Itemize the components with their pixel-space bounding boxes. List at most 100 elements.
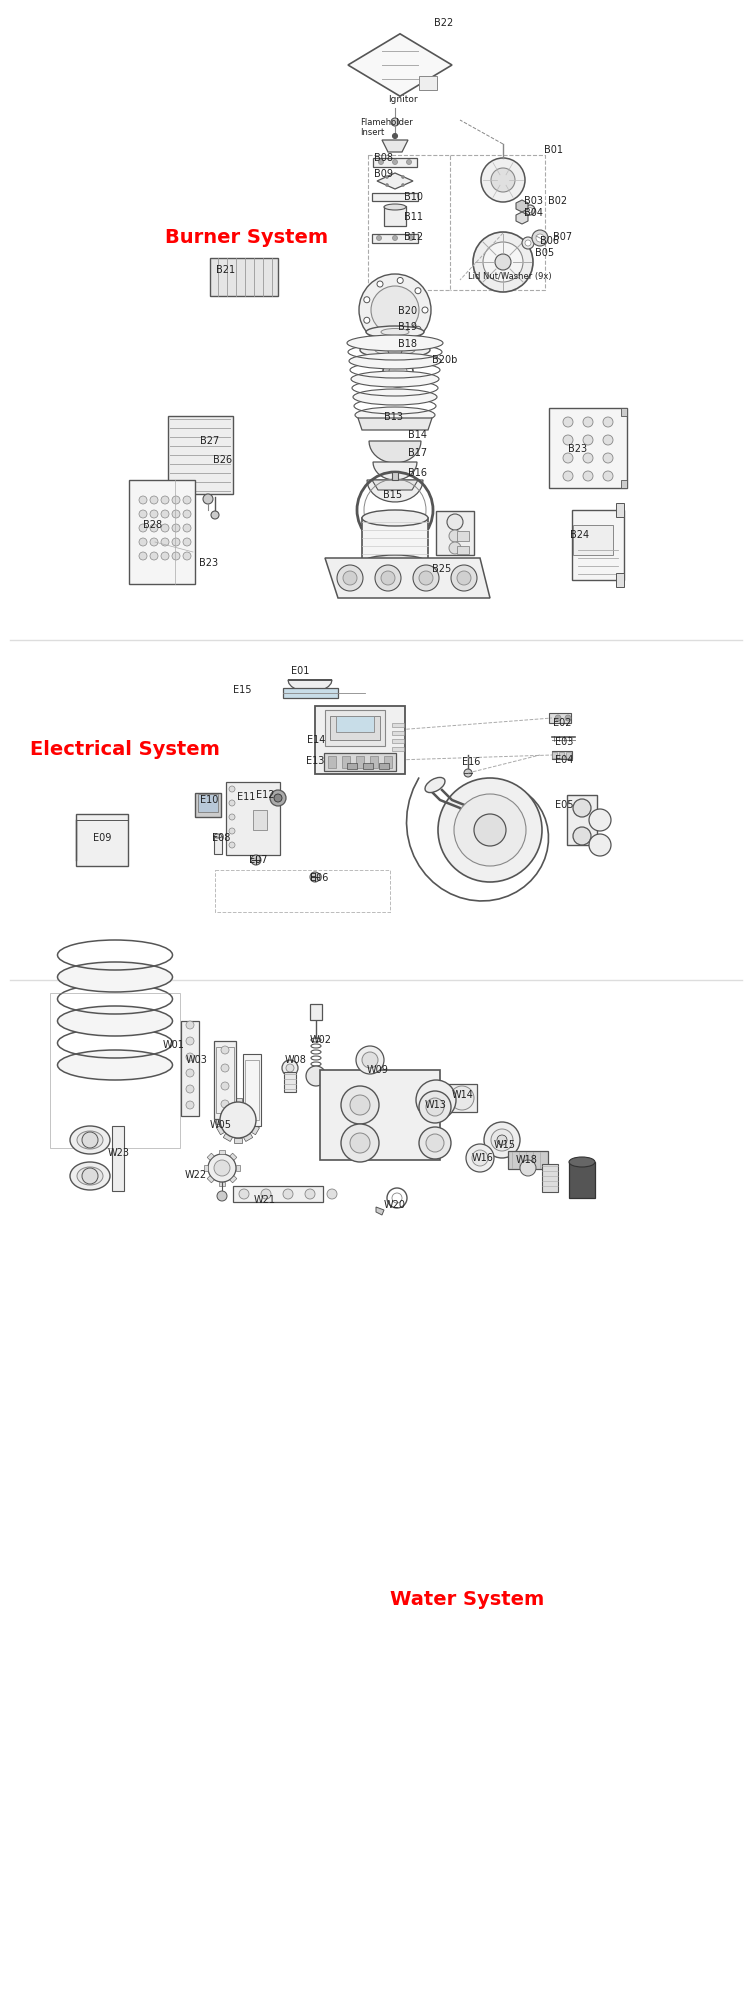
Circle shape [491,1128,513,1152]
Bar [214,836,222,854]
Bar [372,234,418,242]
Bar [372,194,418,202]
Ellipse shape [569,1156,595,1168]
Ellipse shape [57,962,172,992]
Circle shape [386,176,389,178]
Circle shape [283,1188,293,1198]
Circle shape [466,1144,494,1172]
Circle shape [327,1188,337,1198]
Bar [384,756,392,768]
Text: B26: B26 [213,456,232,464]
Circle shape [356,1046,384,1074]
Circle shape [214,1160,230,1176]
Circle shape [426,1134,444,1152]
Circle shape [161,510,169,518]
Circle shape [251,856,261,864]
Circle shape [150,538,158,546]
Bar [219,1150,225,1154]
Circle shape [464,768,472,776]
Text: B18: B18 [398,338,417,348]
Bar [342,756,350,768]
Polygon shape [367,480,423,502]
Polygon shape [369,442,421,462]
Text: W18: W18 [516,1156,538,1164]
Bar [419,76,437,90]
Circle shape [603,454,613,464]
Circle shape [481,158,525,202]
Text: B09: B09 [374,170,393,180]
Bar [324,752,396,770]
Ellipse shape [375,344,415,356]
Text: E13: E13 [306,756,324,766]
Ellipse shape [589,808,611,832]
Text: W01: W01 [163,1040,185,1050]
Circle shape [525,240,531,246]
Text: E10: E10 [200,794,218,804]
Circle shape [473,232,533,292]
Text: B01: B01 [544,146,563,156]
Text: B04: B04 [524,208,543,218]
Text: W22: W22 [185,1170,207,1180]
Text: B20b: B20b [432,356,457,364]
Ellipse shape [351,372,439,388]
Circle shape [377,236,381,240]
Circle shape [424,1088,448,1112]
Circle shape [603,418,613,428]
Ellipse shape [360,342,430,358]
Bar [508,1152,548,1168]
Circle shape [431,1096,441,1104]
Circle shape [419,572,433,584]
Bar [347,762,357,768]
Bar [573,524,613,554]
Bar [310,1004,322,1020]
Text: E09: E09 [93,832,111,844]
Bar [283,688,338,698]
Circle shape [393,160,398,164]
Circle shape [583,418,593,428]
Circle shape [520,1160,536,1176]
Circle shape [239,1188,249,1198]
Circle shape [203,494,213,504]
Circle shape [377,282,383,288]
Ellipse shape [362,510,428,526]
Circle shape [402,184,405,186]
Bar [569,1162,595,1198]
Circle shape [484,1122,520,1158]
Text: Burner System: Burner System [165,228,328,246]
Bar [542,1164,558,1192]
Circle shape [377,332,383,338]
Circle shape [183,552,191,560]
Circle shape [419,1092,451,1124]
Circle shape [183,496,191,504]
Text: B19: B19 [398,322,417,332]
Ellipse shape [366,326,424,338]
Polygon shape [210,258,278,296]
Text: E14: E14 [307,734,326,744]
Circle shape [393,134,398,138]
Circle shape [426,1098,444,1116]
Text: E04: E04 [555,754,573,764]
Circle shape [172,510,180,518]
Circle shape [186,1100,194,1108]
Polygon shape [382,140,408,152]
Text: E01: E01 [291,666,309,676]
Bar [457,546,469,554]
Circle shape [447,514,463,530]
Bar [284,1072,296,1092]
Circle shape [172,552,180,560]
Bar [392,746,404,750]
Polygon shape [358,418,432,430]
Polygon shape [516,200,528,212]
Circle shape [422,306,428,312]
Circle shape [362,1052,378,1068]
Bar [207,1154,214,1160]
Text: B28: B28 [143,520,162,530]
Bar [223,1098,232,1106]
Circle shape [183,510,191,518]
Circle shape [337,564,363,592]
Text: E03: E03 [555,736,573,746]
Circle shape [221,1100,229,1108]
Polygon shape [377,174,413,190]
Bar [243,1054,261,1126]
Circle shape [525,206,535,214]
